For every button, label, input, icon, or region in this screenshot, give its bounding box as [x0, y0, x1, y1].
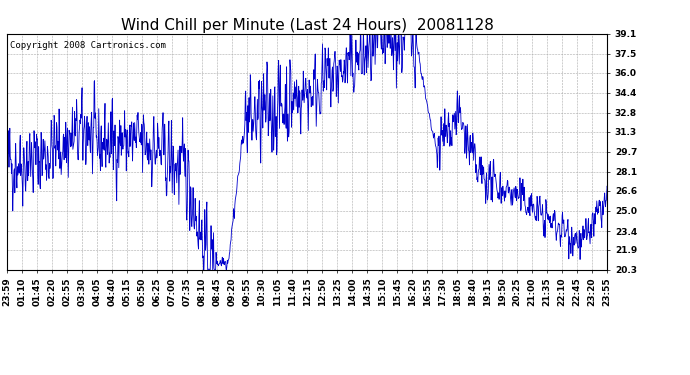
Text: Copyright 2008 Cartronics.com: Copyright 2008 Cartronics.com: [10, 41, 166, 50]
Title: Wind Chill per Minute (Last 24 Hours)  20081128: Wind Chill per Minute (Last 24 Hours) 20…: [121, 18, 493, 33]
